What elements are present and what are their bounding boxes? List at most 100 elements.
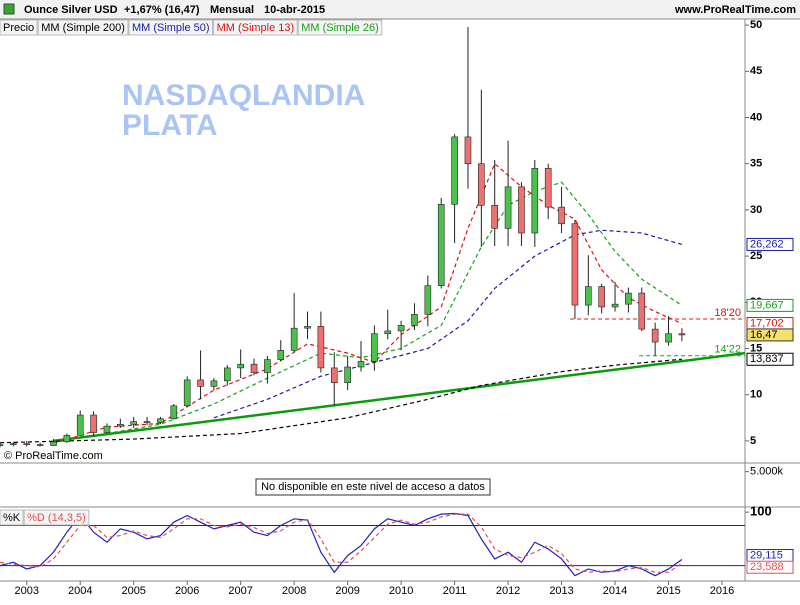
candle-body [197,379,204,387]
candle-body [63,435,71,443]
candle-body [330,367,338,384]
candle-body [571,223,579,306]
candle-body [157,418,164,423]
x-tick-label: 2009 [335,585,359,597]
x-tick-label: 2005 [121,585,145,597]
candle-body [424,285,432,315]
candle-body [651,328,659,343]
period: Mensual [210,4,254,16]
candle-body [638,292,646,330]
x-tick-label: 2011 [443,585,467,597]
level-label: 14'22 [714,344,741,356]
moving-average [0,358,682,444]
candle-body [50,441,57,446]
x-tick-label: 2015 [656,585,680,597]
x-tick-label: 2010 [389,585,413,597]
y-tick-label: 40 [750,111,762,123]
y-tick-label: 10 [750,389,762,401]
candle-body [478,163,485,206]
watermark: PLATA [122,109,218,142]
legend-box [297,19,383,36]
candle-body [0,444,4,446]
candle-body [504,186,512,229]
y-tick-label: 30 [750,204,762,216]
candle-body [103,425,111,433]
moving-average [213,229,683,419]
x-tick-label: 2003 [14,585,38,597]
level-label: 18'20 [714,307,741,319]
candle-body [290,327,298,351]
candle-body [117,423,124,427]
candle-body [223,367,231,382]
icon [3,3,15,15]
candle-body [437,204,445,286]
y-tick-label: 5.000k [750,466,784,478]
candle-body [665,333,672,343]
value-box [746,298,794,312]
candle-body [464,136,472,165]
candle-body [250,363,258,373]
candle-body [210,380,218,387]
candle-body [371,333,378,362]
stochastic-line [0,512,683,577]
instrument: Ounce Silver USD [24,4,118,16]
candle-body [143,421,151,423]
change: +1,67% (16,47) [124,4,200,16]
value-box-label: 16,47 [750,329,778,341]
value-box [746,352,794,366]
watermark: NASDAQLANDIA [122,79,365,112]
y-tick-label: 100 [750,504,772,519]
y-tick-label: 50 [750,19,762,31]
note-box [255,478,491,496]
value-box-label: 13,837 [750,353,784,365]
candle-body [237,363,244,369]
legend-box [0,509,24,526]
x-tick-label: 2004 [68,585,92,597]
value-box-label: 26,262 [750,238,784,250]
candle-body [491,204,499,229]
x-tick-label: 2006 [175,585,199,597]
moving-average [106,181,683,435]
y-tick-label: 25 [750,250,762,262]
value-box [746,328,794,342]
legend-entry: %D (14,3,5) [27,512,86,524]
moving-average [53,162,683,445]
y-tick-label: 15 [750,342,762,354]
candle-body [558,206,565,225]
value-box [746,237,794,251]
trendline [53,351,746,443]
candle-body [36,444,44,446]
candle-body [344,366,351,384]
y-tick-label: 5 [750,435,756,447]
candle-body [183,379,191,407]
candle-body [531,168,539,234]
candle-body [130,421,138,425]
legend-entry: MM (Simple 200) [41,22,125,34]
candle-body [304,326,311,329]
candle-body [411,314,418,326]
legend-box [128,19,214,36]
candle-body [451,136,458,205]
source: © ProRealTime.com [4,450,103,462]
candle-body [397,325,405,332]
candle-body [518,186,525,234]
legend-entry: Precio [3,22,34,34]
candle-body [10,443,17,445]
candle-body [23,443,31,445]
x-tick-label: 2012 [496,585,520,597]
candle-body [317,326,325,369]
y-tick-label: 45 [750,65,762,77]
value-box-label: 19,667 [750,299,784,311]
legend-box [37,19,129,36]
y-tick-label: 35 [750,158,762,170]
legend-entry: MM (Simple 13) [217,22,295,34]
candle-body [625,292,632,305]
candle-body [584,286,592,306]
x-tick-label: 2016 [710,585,734,597]
legend-box [0,19,38,36]
legend-entry: MM (Simple 26) [301,22,379,34]
x-tick-label: 2007 [228,585,252,597]
